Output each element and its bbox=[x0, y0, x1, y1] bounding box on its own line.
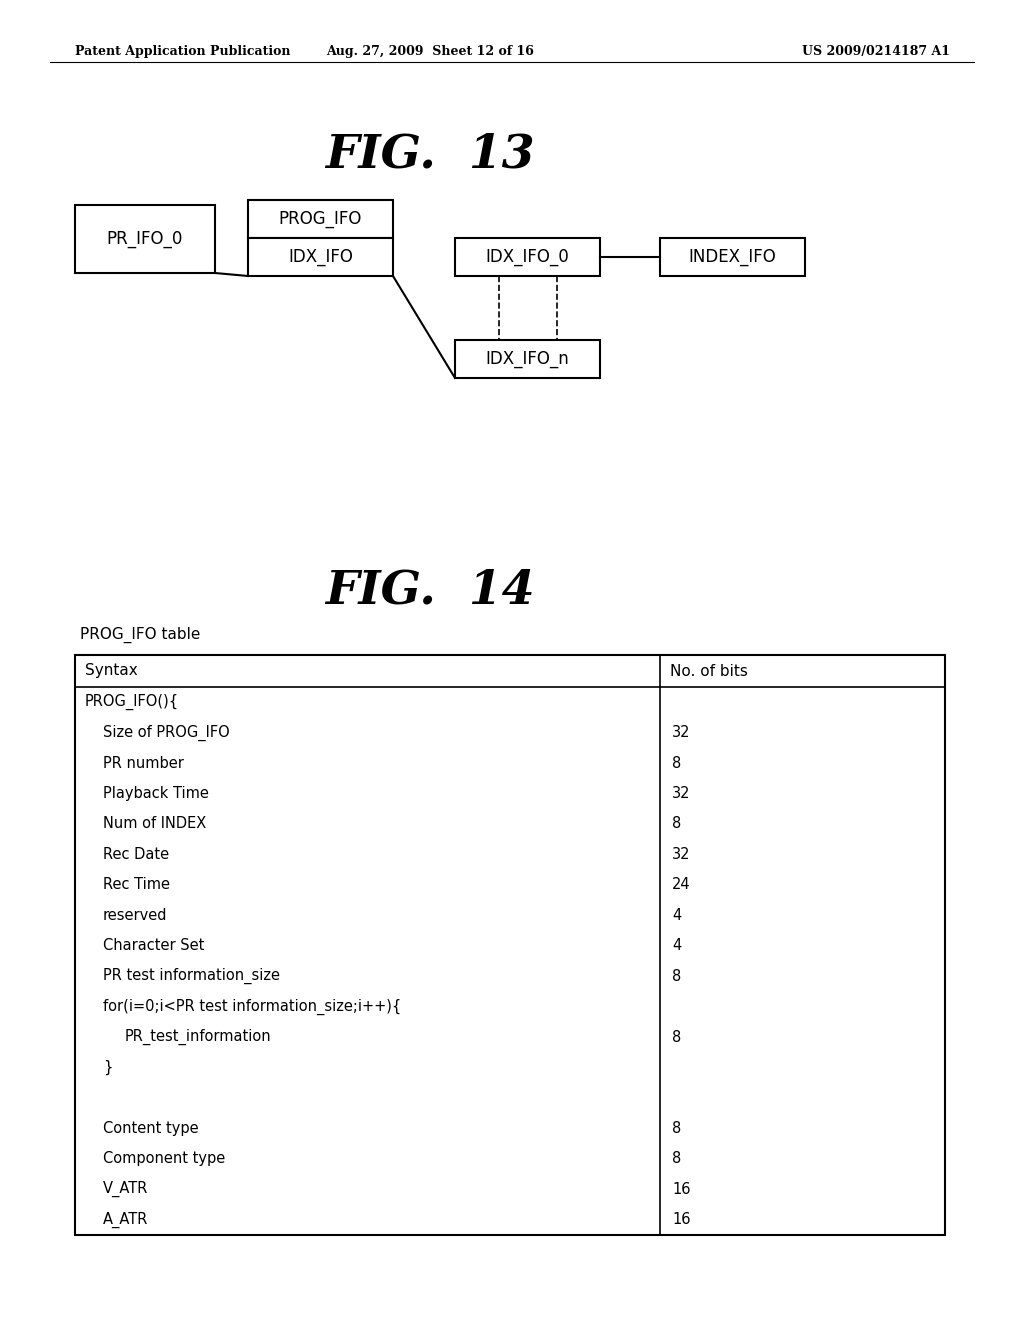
Bar bbox=[75, 655, 945, 1236]
Text: 4: 4 bbox=[672, 939, 681, 953]
Text: 8: 8 bbox=[672, 969, 681, 983]
Text: IDX_IFO_n: IDX_IFO_n bbox=[485, 350, 569, 368]
Text: }: } bbox=[103, 1060, 113, 1076]
Text: Content type: Content type bbox=[103, 1121, 199, 1137]
Text: 16: 16 bbox=[672, 1181, 690, 1197]
Bar bbox=[248, 201, 393, 238]
Text: Character Set: Character Set bbox=[103, 939, 205, 953]
Text: Num of INDEX: Num of INDEX bbox=[103, 817, 206, 832]
Text: 32: 32 bbox=[672, 847, 690, 862]
Text: 24: 24 bbox=[672, 878, 690, 892]
Text: FIG.  14: FIG. 14 bbox=[326, 568, 535, 612]
Text: PROG_IFO table: PROG_IFO table bbox=[80, 627, 201, 643]
Text: IDX_IFO: IDX_IFO bbox=[288, 248, 353, 267]
Text: 32: 32 bbox=[672, 785, 690, 801]
Text: 32: 32 bbox=[672, 725, 690, 741]
Text: 16: 16 bbox=[672, 1212, 690, 1228]
Text: reserved: reserved bbox=[103, 908, 168, 923]
Text: PR_test_information: PR_test_information bbox=[125, 1030, 271, 1045]
Bar bbox=[75, 205, 215, 273]
Text: PR test information_size: PR test information_size bbox=[103, 968, 280, 985]
Text: PROG_IFO: PROG_IFO bbox=[279, 210, 362, 228]
Text: FIG.  13: FIG. 13 bbox=[326, 132, 535, 178]
Text: PR number: PR number bbox=[103, 755, 184, 771]
Text: A_ATR: A_ATR bbox=[103, 1212, 148, 1228]
Text: No. of bits: No. of bits bbox=[670, 664, 748, 678]
Text: Component type: Component type bbox=[103, 1151, 225, 1167]
Text: IDX_IFO_0: IDX_IFO_0 bbox=[485, 248, 569, 267]
Text: Aug. 27, 2009  Sheet 12 of 16: Aug. 27, 2009 Sheet 12 of 16 bbox=[326, 45, 534, 58]
Text: 8: 8 bbox=[672, 1121, 681, 1137]
Bar bbox=[660, 238, 805, 276]
Text: PR_IFO_0: PR_IFO_0 bbox=[106, 230, 183, 248]
Bar bbox=[248, 238, 393, 276]
Bar bbox=[455, 238, 600, 276]
Bar bbox=[455, 341, 600, 378]
Text: 8: 8 bbox=[672, 755, 681, 771]
Text: PROG_IFO(){: PROG_IFO(){ bbox=[85, 694, 179, 710]
Text: 4: 4 bbox=[672, 908, 681, 923]
Text: INDEX_IFO: INDEX_IFO bbox=[688, 248, 776, 267]
Text: Playback Time: Playback Time bbox=[103, 785, 209, 801]
Text: Rec Date: Rec Date bbox=[103, 847, 169, 862]
Text: 8: 8 bbox=[672, 817, 681, 832]
Text: V_ATR: V_ATR bbox=[103, 1181, 148, 1197]
Text: 8: 8 bbox=[672, 1030, 681, 1044]
Text: for(i=0;i<PR test information_size;i++){: for(i=0;i<PR test information_size;i++){ bbox=[103, 998, 401, 1015]
Text: US 2009/0214187 A1: US 2009/0214187 A1 bbox=[802, 45, 950, 58]
Text: 8: 8 bbox=[672, 1151, 681, 1167]
Text: Patent Application Publication: Patent Application Publication bbox=[75, 45, 291, 58]
Text: Rec Time: Rec Time bbox=[103, 878, 170, 892]
Text: Size of PROG_IFO: Size of PROG_IFO bbox=[103, 725, 229, 741]
Text: Syntax: Syntax bbox=[85, 664, 138, 678]
